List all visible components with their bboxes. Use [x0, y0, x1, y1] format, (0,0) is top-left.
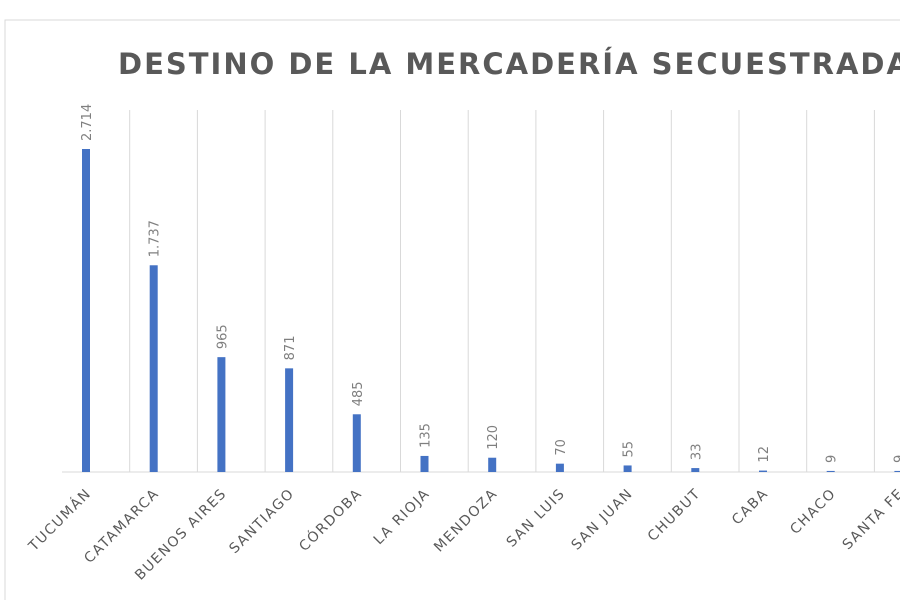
value-label: 871: [283, 336, 298, 361]
value-label: 70: [554, 439, 569, 456]
x-tick-label: CHACO: [787, 486, 839, 538]
value-label: 965: [215, 324, 230, 349]
value-label: 1.737: [148, 220, 163, 257]
value-label: 120: [486, 425, 501, 450]
value-label: 55: [622, 441, 637, 458]
x-tick-label: SAN LUIS: [504, 486, 569, 551]
value-label: 33: [689, 444, 704, 461]
chart-border: [4, 19, 900, 600]
bar: [82, 149, 90, 472]
bar: [623, 465, 632, 472]
bar: [894, 470, 900, 472]
value-label: 135: [419, 423, 434, 448]
x-tick-label: SANTIAGO: [226, 486, 297, 557]
bar: [488, 457, 497, 472]
x-tick-label: TUCUMÁN: [25, 485, 95, 555]
bar: [691, 468, 700, 472]
value-label: 9: [892, 455, 900, 463]
chart-title: DESTINO DE LA MERCADERÍA SECUESTRADA: [118, 47, 900, 81]
x-tick-label: LA RIOJA: [371, 486, 434, 549]
bar: [420, 455, 429, 472]
x-tick-label: SANTA FE: [840, 486, 900, 554]
value-label: 9: [825, 455, 840, 463]
x-tick-label: MENDOZA: [431, 486, 501, 556]
x-tick-label: CÓRDOBA: [295, 484, 366, 555]
x-tick-label: CHUBUT: [645, 486, 704, 545]
x-tick-label: CABA: [729, 486, 772, 529]
value-label: 12: [757, 446, 772, 463]
x-tick-label: SAN JUAN: [568, 486, 636, 554]
value-label: 2.714: [80, 104, 95, 141]
bar: [352, 414, 361, 472]
bar: [149, 265, 158, 472]
value-label: 485: [351, 381, 366, 406]
bar: [759, 470, 767, 472]
bar: [826, 470, 835, 472]
bar: [285, 368, 294, 472]
bar: [555, 463, 564, 472]
bar: [217, 357, 226, 472]
